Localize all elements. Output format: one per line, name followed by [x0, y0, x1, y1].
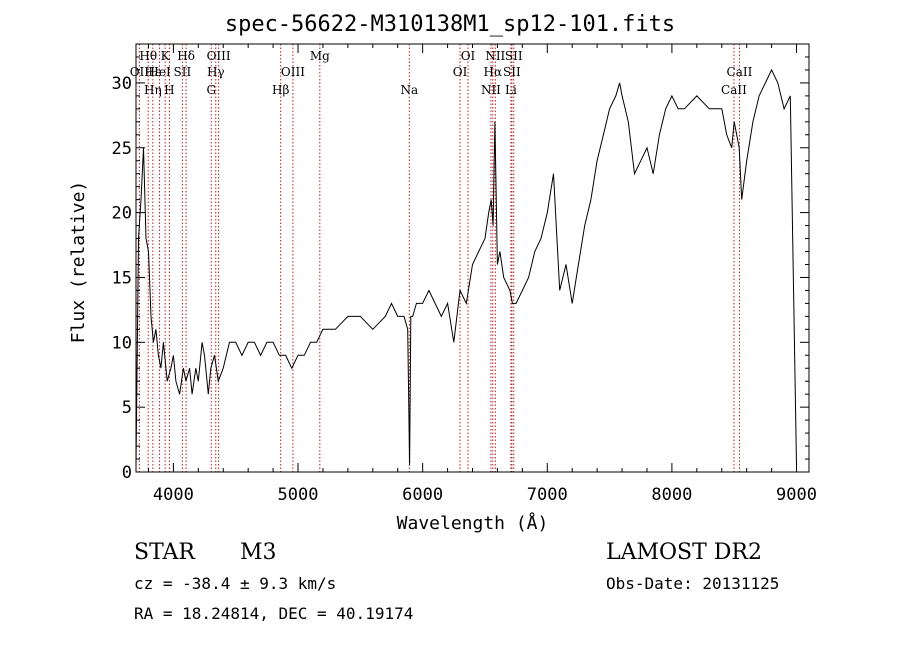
spectral-line-label: Mg	[310, 49, 330, 63]
y-tick-label: 25	[112, 139, 132, 159]
spectral-line-label: Hδ	[177, 49, 195, 63]
spectral-line-label: OI	[461, 49, 476, 63]
velocity-text: cz = -38.4 ± 9.3 km/s	[134, 574, 337, 593]
spectral-line-label: Hθ	[139, 49, 157, 63]
x-tick-label: 8000	[651, 485, 692, 505]
spectral-line-label: OI	[453, 65, 468, 79]
y-axis-label: Flux (relative)	[68, 181, 89, 344]
spectral-subclass-label: M3	[240, 540, 277, 565]
y-tick-label: 5	[122, 398, 132, 418]
spectral-line-label: Li	[505, 83, 517, 97]
x-tick-label: 5000	[278, 485, 319, 505]
spectral-line-label: CaII	[721, 83, 747, 97]
y-tick-label: 15	[112, 268, 132, 288]
y-tick-label: 10	[112, 333, 132, 353]
x-tick-label: 9000	[776, 485, 817, 505]
spectral-line-label: SII	[174, 65, 192, 79]
survey-label: LAMOST DR2	[606, 540, 762, 565]
chart-title: spec-56622-M310138M1_sp12-101.fits	[225, 12, 675, 37]
spectral-line-label: CaII	[727, 65, 753, 79]
spectral-line-label: SII	[503, 65, 521, 79]
x-tick-label: 4000	[153, 485, 194, 505]
spectral-line-label: Na	[400, 83, 418, 97]
x-tick-label: 7000	[527, 485, 568, 505]
spectral-line-label: K	[161, 49, 171, 63]
spectral-line-label: SII	[505, 49, 523, 63]
x-tick-label: 6000	[402, 485, 443, 505]
spectral-line-label: Hβ	[272, 83, 289, 97]
spectral-line-label: Hα	[484, 65, 503, 79]
spectral-line-label: Hε	[144, 65, 161, 79]
spectrum-line	[135, 68, 797, 466]
obs-date-text: Obs-Date: 20131125	[606, 574, 780, 593]
spectral-line-label: OIII	[281, 65, 305, 79]
spectral-line-label: NII	[485, 49, 505, 63]
spectral-line-label: H	[164, 83, 174, 97]
y-tick-label: 20	[112, 204, 132, 224]
coordinates-text: RA = 18.24814, DEC = 40.19174	[134, 604, 414, 623]
spectral-line-label: NII	[481, 83, 501, 97]
spectral-line-label: OIII	[207, 49, 231, 63]
object-type-label: STAR	[134, 540, 195, 565]
y-tick-label: 30	[112, 74, 132, 94]
spectral-line-label: HeI	[148, 65, 171, 79]
y-tick-label: 0	[122, 463, 132, 483]
spectral-line-label: Hη	[144, 83, 162, 97]
spectral-line-label: OII	[130, 65, 150, 79]
x-axis-label: Wavelength (Å)	[397, 512, 549, 534]
spectral-line-label: Hγ	[207, 65, 225, 79]
spectral-line-label: G	[206, 83, 216, 97]
